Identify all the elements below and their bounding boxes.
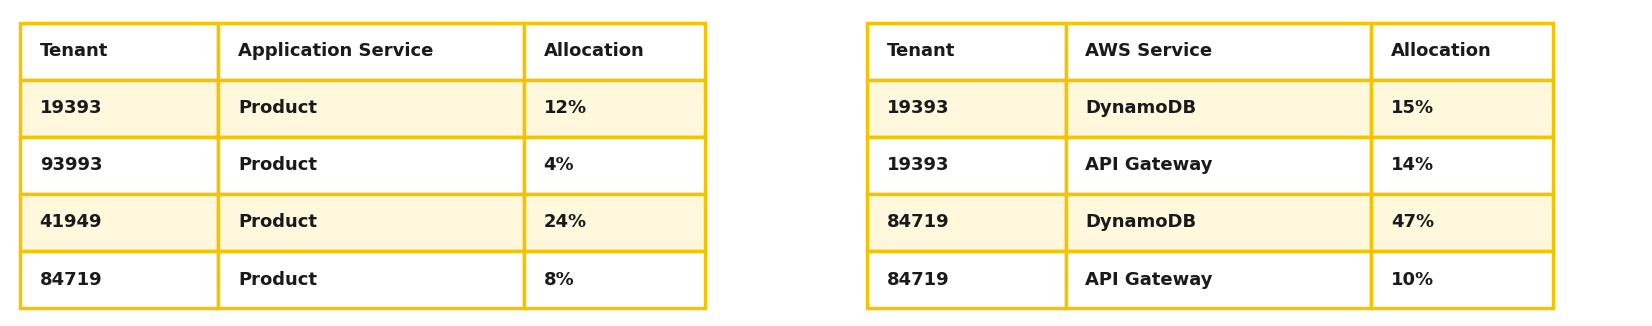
Text: Application Service: Application Service	[238, 42, 433, 60]
Bar	[1371, 194, 1553, 251]
Text: Allocation: Allocation	[544, 42, 644, 60]
Bar	[218, 23, 524, 80]
Text: 14%: 14%	[1391, 156, 1434, 174]
Bar	[524, 137, 705, 194]
Bar	[524, 80, 705, 137]
Text: 8%: 8%	[544, 271, 575, 289]
Text: DynamoDB: DynamoDB	[1085, 99, 1196, 117]
Text: Allocation: Allocation	[1391, 42, 1492, 60]
Bar	[20, 80, 218, 137]
Bar	[218, 251, 524, 308]
Text: 93993: 93993	[40, 156, 102, 174]
Text: Product: Product	[238, 156, 317, 174]
Bar	[1371, 23, 1553, 80]
Bar	[218, 80, 524, 137]
Text: 84719: 84719	[887, 214, 950, 231]
Text: 19393: 19393	[887, 156, 950, 174]
Bar	[20, 137, 218, 194]
Bar	[1066, 80, 1371, 137]
Bar	[1371, 80, 1553, 137]
Bar	[1066, 23, 1371, 80]
Bar	[867, 194, 1066, 251]
Bar	[1066, 137, 1371, 194]
Text: 47%: 47%	[1391, 214, 1434, 231]
Text: 12%: 12%	[544, 99, 586, 117]
Text: 19393: 19393	[887, 99, 950, 117]
Text: AWS Service: AWS Service	[1085, 42, 1213, 60]
Text: Product: Product	[238, 214, 317, 231]
Text: 10%: 10%	[1391, 271, 1434, 289]
Bar	[867, 251, 1066, 308]
Text: 24%: 24%	[544, 214, 586, 231]
Bar	[20, 194, 218, 251]
Text: DynamoDB: DynamoDB	[1085, 214, 1196, 231]
Text: Tenant: Tenant	[887, 42, 955, 60]
Bar	[1066, 251, 1371, 308]
Bar	[20, 251, 218, 308]
Text: 15%: 15%	[1391, 99, 1434, 117]
Text: 84719: 84719	[887, 271, 950, 289]
Text: 84719: 84719	[40, 271, 102, 289]
Bar	[524, 251, 705, 308]
Bar	[1371, 251, 1553, 308]
Text: 4%: 4%	[544, 156, 575, 174]
Bar	[524, 194, 705, 251]
Text: 19393: 19393	[40, 99, 102, 117]
Bar	[218, 137, 524, 194]
Bar	[1066, 194, 1371, 251]
Bar	[218, 194, 524, 251]
Bar	[524, 23, 705, 80]
Text: API Gateway: API Gateway	[1085, 271, 1213, 289]
Bar	[867, 137, 1066, 194]
Text: 41949: 41949	[40, 214, 102, 231]
Bar	[867, 23, 1066, 80]
Text: API Gateway: API Gateway	[1085, 156, 1213, 174]
Bar	[867, 80, 1066, 137]
Text: Product: Product	[238, 271, 317, 289]
Bar	[20, 23, 218, 80]
Text: Tenant: Tenant	[40, 42, 107, 60]
Text: Product: Product	[238, 99, 317, 117]
Bar	[1371, 137, 1553, 194]
